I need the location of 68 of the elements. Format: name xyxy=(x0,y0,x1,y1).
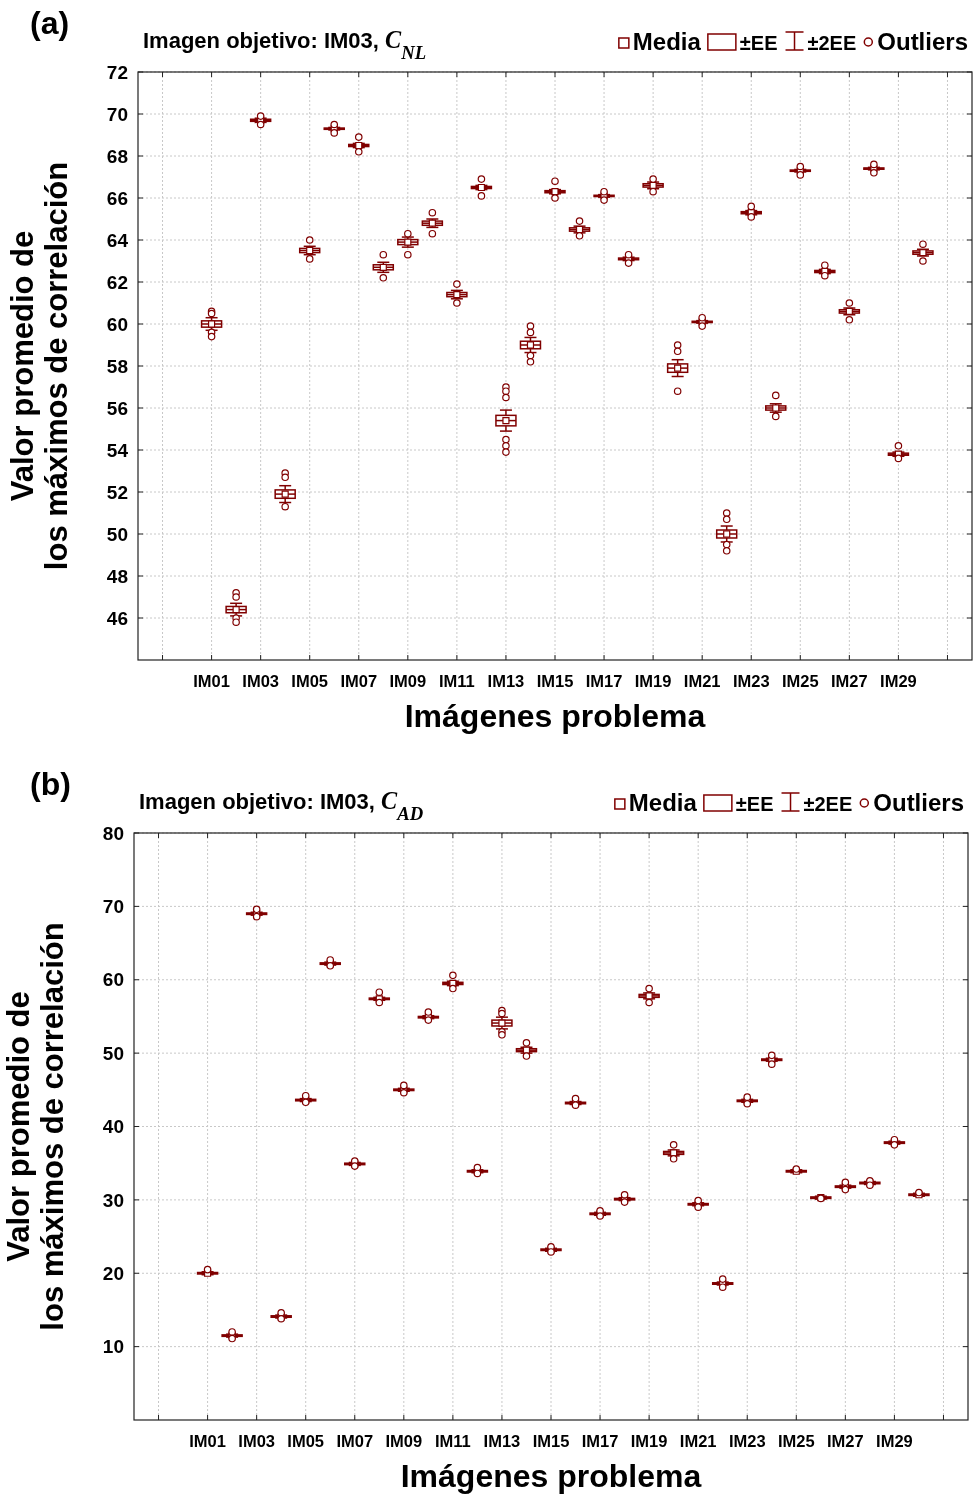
x-tick-label: IM15 xyxy=(532,1432,570,1450)
x-tick-label: IM09 xyxy=(385,1432,423,1450)
text: ±EE xyxy=(735,793,774,815)
x-tick-label: IM07 xyxy=(336,1432,374,1450)
chart-title: Imagen objetivo: IM03, C$_{NL}$ xyxy=(143,26,427,63)
y-tick-label: 20 xyxy=(102,1262,124,1284)
y-tick-label: 66 xyxy=(106,187,128,209)
x-tick-label: IM03 xyxy=(238,1432,275,1450)
y-tick-label: 60 xyxy=(106,313,128,335)
y-tick-label: 10 xyxy=(102,1336,124,1358)
y-tick-label: 30 xyxy=(102,1189,124,1211)
x-tick-label: IM11 xyxy=(438,672,475,690)
x-tick-label: IM01 xyxy=(189,1432,226,1450)
x-tick-label: IM17 xyxy=(581,1432,619,1450)
y-axis-title: Valor promedio de los máximos de correlación xyxy=(5,161,74,571)
x-tick-label: IM05 xyxy=(291,672,329,690)
text: Media xyxy=(628,789,698,816)
text: Outliers xyxy=(877,28,968,55)
text: ±2EE xyxy=(807,32,857,54)
x-axis-title: Imágenes problema xyxy=(400,1458,702,1494)
x-tick-label: IM21 xyxy=(683,672,721,690)
text: ±EE xyxy=(739,32,778,54)
x-tick-label: IM17 xyxy=(585,672,623,690)
y-tick-label: 80 xyxy=(102,822,124,844)
x-tick-label: IM23 xyxy=(732,672,770,690)
text: Outliers xyxy=(873,789,964,816)
text: ±2EE xyxy=(803,793,853,815)
x-axis-title: Imágenes problema xyxy=(404,698,706,734)
y-tick-label: 54 xyxy=(106,439,129,461)
x-tick-label: IM27 xyxy=(831,672,868,690)
x-tick-label: IM09 xyxy=(389,672,427,690)
x-tick-label: IM13 xyxy=(483,1432,521,1450)
y-tick-label: 56 xyxy=(106,397,128,419)
y-tick-label: 62 xyxy=(106,271,128,293)
y-tick-label: 48 xyxy=(106,565,128,587)
y-tick-label: 70 xyxy=(106,103,128,125)
x-tick-label: IM11 xyxy=(434,1432,471,1450)
text: (b) xyxy=(30,766,71,802)
y-tick-label: 40 xyxy=(102,1116,124,1138)
x-tick-label: IM25 xyxy=(781,672,819,690)
x-tick-label: IM23 xyxy=(728,1432,766,1450)
x-tick-label: IM25 xyxy=(777,1432,815,1450)
y-tick-label: 60 xyxy=(102,969,124,991)
chart-title: Imagen objetivo: IM03, C$_{AD}$ xyxy=(139,787,424,824)
x-tick-label: IM01 xyxy=(193,672,230,690)
x-tick-label: IM03 xyxy=(242,672,279,690)
y-tick-label: 70 xyxy=(102,896,124,918)
y-tick-label: 52 xyxy=(106,481,128,503)
y-tick-label: 72 xyxy=(106,61,128,83)
y-tick-label: 64 xyxy=(106,229,129,251)
x-tick-label: IM19 xyxy=(630,1432,668,1450)
x-tick-label: IM19 xyxy=(634,672,672,690)
y-tick-label: 58 xyxy=(106,355,128,377)
y-tick-label: 50 xyxy=(102,1042,124,1064)
y-tick-label: 68 xyxy=(106,145,128,167)
y-tick-label: 50 xyxy=(106,523,128,545)
x-tick-label: IM13 xyxy=(487,672,525,690)
text: Media xyxy=(632,28,702,55)
text: (a) xyxy=(30,5,70,41)
x-tick-label: IM29 xyxy=(876,1432,913,1450)
y-axis-title: Valor promedio de los máximos de correlación xyxy=(1,922,70,1331)
x-tick-label: IM15 xyxy=(536,672,574,690)
x-tick-label: IM29 xyxy=(880,672,917,690)
x-tick-label: IM05 xyxy=(287,1432,325,1450)
x-tick-label: IM07 xyxy=(340,672,378,690)
x-tick-label: IM21 xyxy=(679,1432,717,1450)
y-tick-label: 46 xyxy=(106,607,128,629)
x-tick-label: IM27 xyxy=(827,1432,864,1450)
